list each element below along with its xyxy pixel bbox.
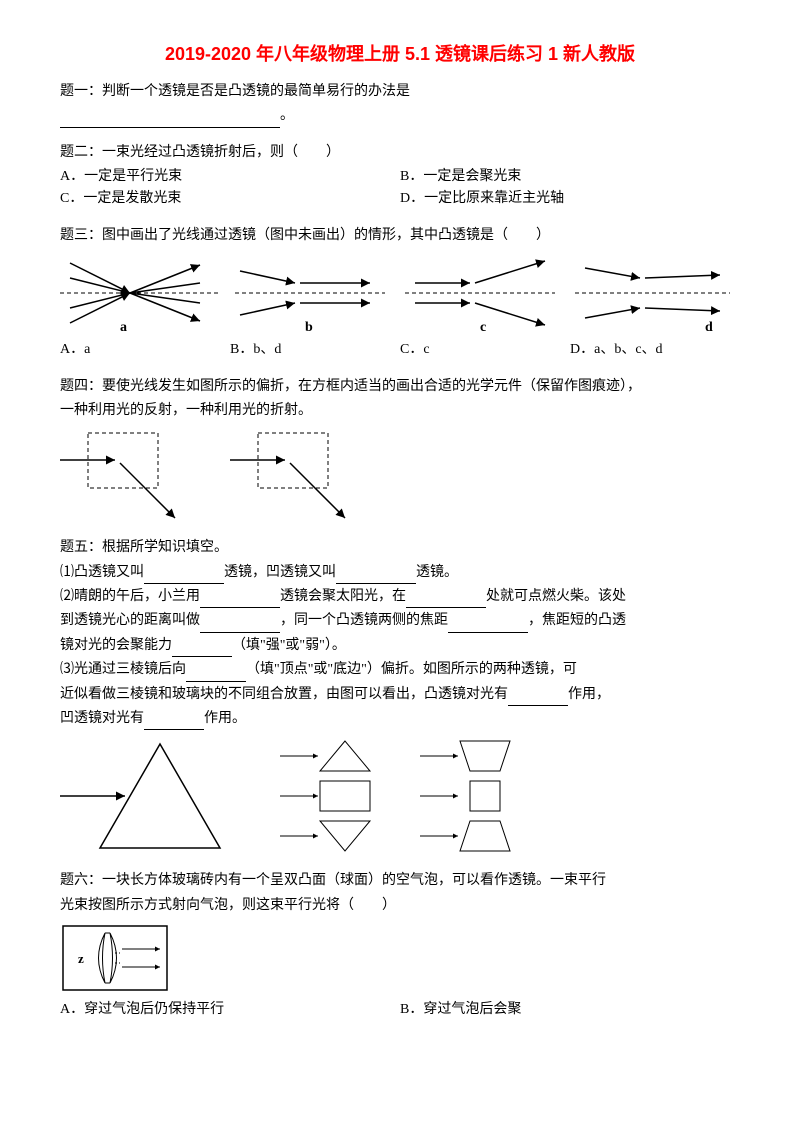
q5-p2c: 处就可点燃火柴。该处 (486, 589, 626, 604)
q3-option-c: C．c (400, 339, 570, 361)
q5-p1b: 透镜，凹透镜又叫 (224, 565, 336, 580)
q3-option-b: B．b、d (230, 339, 400, 361)
question-1: 题一：判断一个透镜是否是凸透镜的最简单易行的办法是 。 (60, 81, 740, 128)
question-4: 题四：要使光线发生如图所示的偏折，在方框内适当的画出合适的光学元件（保留作图痕迹… (60, 376, 740, 524)
blank (406, 594, 486, 608)
q4-diagram (60, 428, 740, 523)
q6-option-b: B．穿过气泡后会聚 (400, 999, 740, 1021)
svg-text:d: d (705, 320, 713, 333)
q6-line2: 光束按图所示方式射向气泡，则这束平行光将（ ） (60, 895, 740, 917)
blank (448, 619, 528, 633)
q2-option-d: D．一定比原来靠近主光轴 (400, 188, 740, 210)
q2-option-c: C．一定是发散光束 (60, 188, 400, 210)
q5-p3c: 近似看做三棱镜和玻璃块的不同组合放置，由图可以看出，凸透镜对光有 (60, 687, 508, 702)
q6-option-a: A．穿过气泡后仍保持平行 (60, 999, 400, 1021)
q5-p2g: 镜对光的会聚能力 (60, 638, 172, 653)
q5-prompt: 题五：根据所学知识填空。 (60, 537, 740, 559)
q5-p1a: ⑴凸透镜又叫 (60, 565, 144, 580)
blank (200, 619, 280, 633)
blank (144, 716, 204, 730)
q4-line2: 一种利用光的反射，一种利用光的折射。 (60, 400, 740, 422)
q5-p2b: 透镜会聚太阳光，在 (280, 589, 406, 604)
q5-p2d: 到透镜光心的距离叫做 (60, 613, 200, 628)
q1-prompt: 题一：判断一个透镜是否是凸透镜的最简单易行的办法是 (60, 84, 410, 99)
question-2: 题二：一束光经过凸透镜折射后，则（ ） A．一定是平行光束 B．一定是会聚光束 … (60, 142, 740, 211)
q1-blank (60, 114, 280, 128)
q5-diagram (60, 736, 740, 856)
q5-p2a: ⑵晴朗的午后，小兰用 (60, 589, 200, 604)
svg-text:a: a (120, 320, 127, 333)
q3-prompt: 题三：图中画出了光线通过透镜（图中未画出）的情形，其中凸透镜是（ ） (60, 225, 740, 247)
q2-option-a: A．一定是平行光束 (60, 166, 400, 188)
question-6: 题六：一块长方体玻璃砖内有一个呈双凸面（球面）的空气泡，可以看作透镜。一束平行 … (60, 870, 740, 1021)
blank (508, 692, 568, 706)
question-5: 题五：根据所学知识填空。 ⑴凸透镜又叫 透镜，凹透镜又叫 透镜。 ⑵晴朗的午后，小兰… (60, 537, 740, 856)
q6-line1: 题六：一块长方体玻璃砖内有一个呈双凸面（球面）的空气泡，可以看作透镜。一束平行 (60, 870, 740, 892)
q5-p2f: ，焦距短的凸透 (528, 613, 626, 628)
q3-option-a: A．a (60, 339, 230, 361)
q5-p3a: ⑶光通过三棱镜后向 (60, 662, 186, 677)
svg-text:z: z (78, 951, 84, 966)
blank (186, 668, 246, 682)
question-3: 题三：图中画出了光线通过透镜（图中未画出）的情形，其中凸透镜是（ ） a (60, 225, 740, 362)
q2-prompt: 题二：一束光经过凸透镜折射后，则（ ） (60, 142, 740, 164)
q3-diagram: a b c (60, 253, 740, 333)
q2-option-b: B．一定是会聚光束 (400, 166, 740, 188)
blank (144, 570, 224, 584)
q5-p1c: 透镜。 (416, 565, 458, 580)
q5-p3e: 凹透镜对光有 (60, 711, 144, 726)
q4-line1: 题四：要使光线发生如图所示的偏折，在方框内适当的画出合适的光学元件（保留作图痕迹… (60, 376, 740, 398)
q5-p3f: 作用。 (204, 711, 246, 726)
page-title: 2019-2020 年八年级物理上册 5.1 透镜课后练习 1 新人教版 (60, 40, 740, 69)
q6-diagram: z (60, 923, 740, 993)
q5-p3d: 作用， (568, 687, 610, 702)
q5-p2h: （填"强"或"弱"）。 (232, 638, 346, 653)
blank (172, 643, 232, 657)
svg-text:c: c (480, 320, 486, 333)
q3-option-d: D．a、b、c、d (570, 339, 740, 361)
q5-p2e: ，同一个凸透镜两侧的焦距 (280, 613, 448, 628)
blank (200, 594, 280, 608)
svg-text:b: b (305, 320, 313, 333)
blank (336, 570, 416, 584)
q1-suffix: 。 (280, 108, 294, 123)
q5-p3b: （填"顶点"或"底边"）偏折。如图所示的两种透镜，可 (246, 662, 577, 677)
